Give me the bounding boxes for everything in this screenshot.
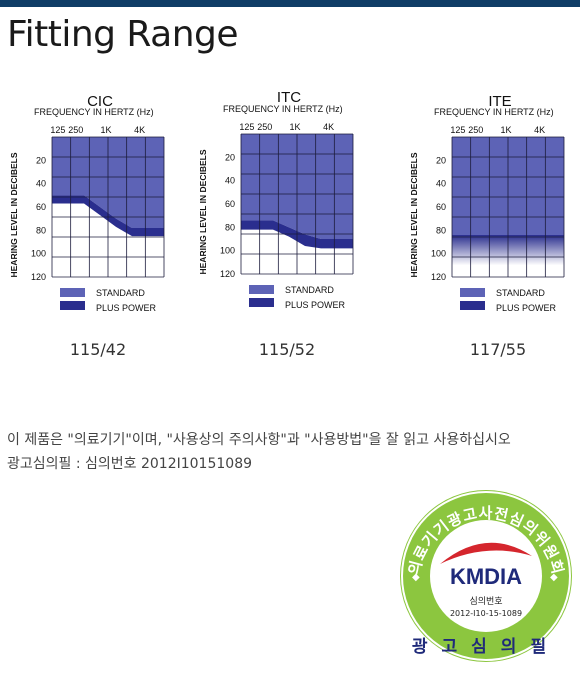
legend-swatch-plus-power bbox=[249, 298, 274, 307]
legend-swatch-standard bbox=[249, 285, 274, 294]
x-tick-label: 1K bbox=[289, 122, 300, 132]
svg-text:◆: ◆ bbox=[412, 572, 420, 583]
seal-bottom-text: 광고심의필 bbox=[412, 637, 560, 657]
y-tick-label: 60 bbox=[225, 199, 235, 209]
seal-sub-label: 심의번호 bbox=[469, 596, 502, 607]
y-tick-label: 40 bbox=[225, 176, 235, 186]
chart-title: CIC bbox=[87, 93, 113, 110]
legend-label-plus-power: PLUS POWER bbox=[96, 303, 157, 313]
y-tick-label: 60 bbox=[36, 202, 46, 212]
page-title: Fitting Range bbox=[7, 14, 239, 55]
y-tick-label: 60 bbox=[436, 202, 446, 212]
legend-label-standard: STANDARD bbox=[496, 288, 545, 298]
y-axis-label: HEARING LEVEL IN DECIBELS bbox=[198, 149, 208, 274]
y-axis-label: HEARING LEVEL IN DECIBELS bbox=[409, 152, 419, 277]
y-tick-label: 80 bbox=[436, 225, 446, 235]
legend-label-plus-power: PLUS POWER bbox=[285, 300, 346, 310]
x-tick-label: 125 bbox=[50, 125, 65, 135]
kmdia-seal: 의료기기광고사전심의위원회 KMDIA 심의번호 2012-I10-15-108… bbox=[400, 490, 572, 662]
model-code: 117/55 bbox=[470, 340, 526, 359]
x-tick-label: 125 bbox=[450, 125, 465, 135]
x-tick-label: 125 bbox=[239, 122, 254, 132]
chart-title: ITE bbox=[488, 93, 511, 110]
legend-swatch-plus-power bbox=[460, 301, 485, 310]
legend-label-plus-power: PLUS POWER bbox=[496, 303, 557, 313]
legend-label-standard: STANDARD bbox=[285, 285, 334, 295]
model-code: 115/42 bbox=[70, 340, 126, 359]
y-tick-label: 40 bbox=[36, 179, 46, 189]
y-tick-label: 120 bbox=[31, 272, 46, 282]
model-code: 115/52 bbox=[259, 340, 315, 359]
y-tick-label: 20 bbox=[436, 155, 446, 165]
y-tick-label: 120 bbox=[220, 269, 235, 279]
legend-swatch-plus-power bbox=[60, 301, 85, 310]
x-tick-label: 250 bbox=[68, 125, 83, 135]
legend-label-standard: STANDARD bbox=[96, 288, 145, 298]
x-axis-label: FREQUENCY IN HERTZ (Hz) bbox=[223, 104, 343, 114]
notice-text: 이 제품은 "의료기기"이며, "사용상의 주의사항"과 "사용방법"을 잘 읽… bbox=[7, 428, 511, 476]
x-tick-label: 4K bbox=[134, 125, 145, 135]
notice-line-1: 이 제품은 "의료기기"이며, "사용상의 주의사항"과 "사용방법"을 잘 읽… bbox=[7, 432, 511, 448]
legend-swatch-standard bbox=[460, 288, 485, 297]
notice-line-2: 광고심의필 : 심의번호 2012I10151089 bbox=[7, 456, 253, 472]
y-tick-label: 20 bbox=[225, 152, 235, 162]
x-tick-label: 250 bbox=[468, 125, 483, 135]
y-tick-label: 100 bbox=[220, 246, 235, 256]
x-tick-label: 4K bbox=[323, 122, 334, 132]
y-axis-label: HEARING LEVEL IN DECIBELS bbox=[9, 152, 19, 277]
x-tick-label: 4K bbox=[534, 125, 545, 135]
y-tick-label: 120 bbox=[431, 272, 446, 282]
y-tick-label: 80 bbox=[36, 225, 46, 235]
top-bar bbox=[0, 0, 580, 7]
legend-swatch-standard bbox=[60, 288, 85, 297]
y-tick-label: 100 bbox=[31, 249, 46, 259]
x-tick-label: 250 bbox=[257, 122, 272, 132]
x-axis-label: FREQUENCY IN HERTZ (Hz) bbox=[434, 107, 554, 117]
y-tick-label: 100 bbox=[431, 249, 446, 259]
x-tick-label: 1K bbox=[100, 125, 111, 135]
chart-title: ITC bbox=[277, 89, 301, 106]
y-tick-label: 40 bbox=[436, 179, 446, 189]
seal-number: 2012-I10-15-1089 bbox=[450, 609, 522, 618]
svg-text:◆: ◆ bbox=[550, 572, 558, 583]
x-tick-label: 1K bbox=[500, 125, 511, 135]
y-tick-label: 80 bbox=[225, 222, 235, 232]
x-axis-label: FREQUENCY IN HERTZ (Hz) bbox=[34, 107, 154, 117]
seal-logo: KMDIA bbox=[450, 564, 522, 589]
y-tick-label: 20 bbox=[36, 155, 46, 165]
